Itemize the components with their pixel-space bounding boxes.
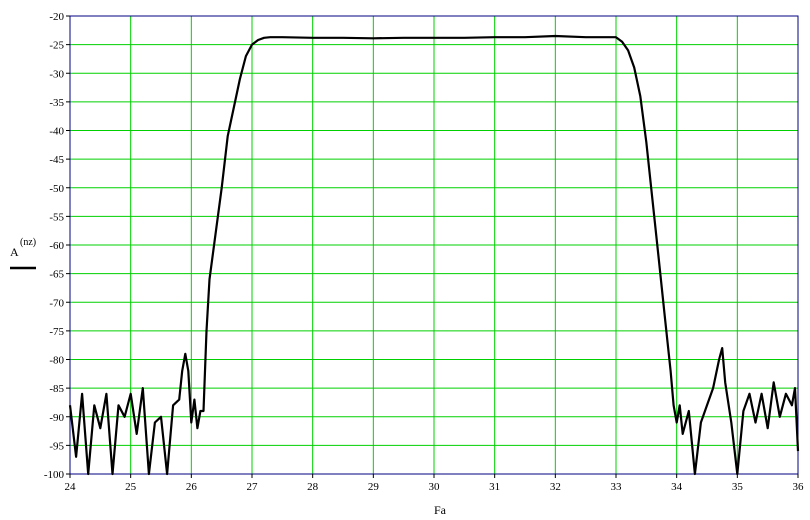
y-tick-label: -100 bbox=[44, 469, 65, 481]
x-tick-label: 35 bbox=[732, 481, 744, 493]
x-tick-label: 24 bbox=[65, 481, 77, 493]
y-tick-label: -55 bbox=[49, 211, 64, 223]
y-tick-label: -45 bbox=[49, 154, 64, 166]
x-tick-label: 28 bbox=[307, 481, 319, 493]
y-tick-label: -90 bbox=[49, 412, 64, 424]
x-tick-label: 36 bbox=[793, 481, 805, 493]
y-tick-label: -85 bbox=[49, 383, 64, 395]
y-tick-label: -75 bbox=[49, 326, 64, 338]
series-line bbox=[68, 34, 800, 476]
x-tick-label: 33 bbox=[611, 481, 623, 493]
x-tick-label: 34 bbox=[671, 481, 683, 493]
x-tick-label: 27 bbox=[247, 481, 259, 493]
x-axis: 24 25 26 27 28 29 30 31 32 33 34 35 36 bbox=[65, 474, 805, 493]
y-tick-label: -60 bbox=[49, 240, 64, 252]
x-axis-label: Fa bbox=[434, 503, 447, 517]
grid bbox=[69, 15, 799, 475]
y-tick-label: -70 bbox=[49, 297, 64, 309]
x-tick-label: 29 bbox=[368, 481, 380, 493]
y-tick-label: -35 bbox=[49, 97, 64, 109]
y-tick-label: -25 bbox=[49, 40, 64, 52]
y-tick-label: -50 bbox=[49, 183, 64, 195]
x-tick-label: 26 bbox=[186, 481, 198, 493]
x-tick-label: 32 bbox=[550, 481, 561, 493]
x-tick-label: 31 bbox=[489, 481, 500, 493]
y-tick-label: -65 bbox=[49, 269, 64, 281]
x-tick-label: 25 bbox=[125, 481, 137, 493]
y-axis-label-superscript: (nz) bbox=[20, 237, 36, 248]
y-tick-label: -80 bbox=[49, 355, 64, 367]
y-tick-label: -30 bbox=[49, 68, 64, 80]
x-tick-label: 30 bbox=[429, 481, 441, 493]
y-tick-label: -20 bbox=[49, 11, 64, 23]
y-tick-label: -95 bbox=[49, 440, 64, 452]
y-axis: -20 -25 -30 -35 -40 -45 -50 -55 -60 -65 -70 -75 -80 -… bbox=[44, 11, 70, 481]
y-tick-label: -40 bbox=[49, 126, 64, 138]
y-axis-label: A bbox=[10, 245, 19, 259]
